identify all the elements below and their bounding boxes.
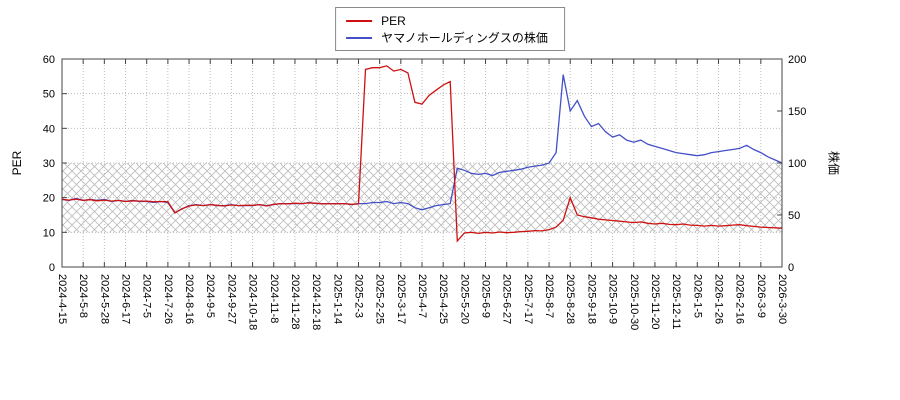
legend-label-stock-price: ヤマノホールディングスの株価 [381, 31, 548, 45]
axes-frame [61, 58, 783, 268]
legend-item-stock-price: ヤマノホールディングスの株価 [346, 29, 548, 46]
x-axis-tick-label: 2025-4-7 [416, 274, 428, 318]
x-axis-tick-label: 2024-5-28 [98, 274, 110, 324]
x-axis-tick-label: 2025-1-14 [331, 274, 343, 324]
left-axis-tick-label: 40 [43, 123, 55, 135]
x-axis-tick-label: 2026-3-30 [776, 274, 788, 324]
x-axis-tick-label: 2025-10-9 [607, 274, 619, 324]
right-axis-tick-label: 200 [788, 54, 806, 66]
per-line-sample-icon [346, 19, 373, 22]
x-axis-tick-label: 2026-1-26 [712, 274, 724, 324]
right-axis-tick-label: 0 [788, 262, 794, 274]
x-axis-tick-label: 2025-7-17 [522, 274, 534, 324]
x-axis-tick-label: 2024-11-8 [268, 274, 280, 323]
right-axis-tick-label: 50 [788, 210, 800, 222]
left-axis-tick-label: 50 [43, 89, 55, 101]
stock-price-line-sample-icon [346, 36, 373, 39]
x-axis-tick-label: 2025-3-17 [395, 274, 407, 324]
left-axis-tick-label: 10 [43, 227, 55, 239]
legend-label-per: PER [381, 13, 406, 28]
left-axis-tick-label: 30 [43, 158, 55, 170]
x-axis-tick-label: 2025-5-20 [458, 274, 470, 324]
right-axis-tick-label: 150 [788, 106, 806, 118]
x-axis-tick-label: 2025-8-28 [564, 274, 576, 324]
right-axis-tick-label: 100 [788, 158, 806, 170]
x-axis-tick-label: 2025-2-25 [374, 274, 386, 324]
series-line-per [61, 65, 783, 243]
x-axis-tick-label: 2024-6-17 [120, 274, 132, 324]
x-axis-tick-label: 2024-5-8 [77, 274, 89, 318]
x-axis-tick-label: 2026-1-5 [691, 274, 703, 318]
x-axis-tick-label: 2024-7-5 [141, 274, 153, 318]
x-axis-tick-label: 2024-11-28 [289, 274, 301, 329]
x-axis-tick-label: 2025-12-11 [670, 274, 682, 329]
x-axis-tick-label: 2024-4-15 [56, 274, 68, 324]
x-axis-tick-label: 2025-6-9 [480, 274, 492, 318]
left-axis-tick-label: 20 [43, 193, 55, 205]
x-axis-tick-label: 2024-7-26 [162, 274, 174, 324]
x-axis-tick-label: 2026-2-16 [734, 274, 746, 324]
x-axis-tick-label: 2024-12-18 [310, 274, 322, 330]
legend: PER ヤマノホールディングスの株価 [335, 7, 565, 51]
series-lines [61, 65, 783, 243]
x-axis-tick-label: 2026-3-9 [755, 274, 767, 318]
x-axis-tick-label: 2024-9-5 [204, 274, 216, 318]
legend-item-per: PER [346, 12, 548, 29]
x-axis-tick-label: 2025-10-30 [628, 274, 640, 330]
tick-labels: 0 10 20 30 40 50 60 0 50 100 150 200 2024-4-15 2024-5… [43, 54, 807, 330]
x-axis-tick-label: 2025-9-18 [585, 274, 597, 324]
gridlines [62, 59, 782, 267]
right-axis-title: 株価 [826, 150, 841, 176]
left-axis-tick-label: 60 [43, 54, 55, 66]
x-axis-tick-label: 2024-9-27 [225, 274, 237, 324]
x-axis-tick-label: 2024-8-16 [183, 274, 195, 324]
x-axis-tick-label: 2025-6-27 [501, 274, 513, 324]
left-axis-tick-label: 0 [49, 262, 55, 274]
x-axis-tick-label: 2024-10-18 [247, 274, 259, 330]
x-axis-tick-label: 2025-8-7 [543, 274, 555, 318]
left-axis-title: PER [10, 150, 24, 176]
x-axis-tick-label: 2025-2-3 [352, 274, 364, 318]
x-axis-tick-label: 2025-4-25 [437, 274, 449, 324]
x-axis-tick-label: 2025-11-20 [649, 274, 661, 329]
